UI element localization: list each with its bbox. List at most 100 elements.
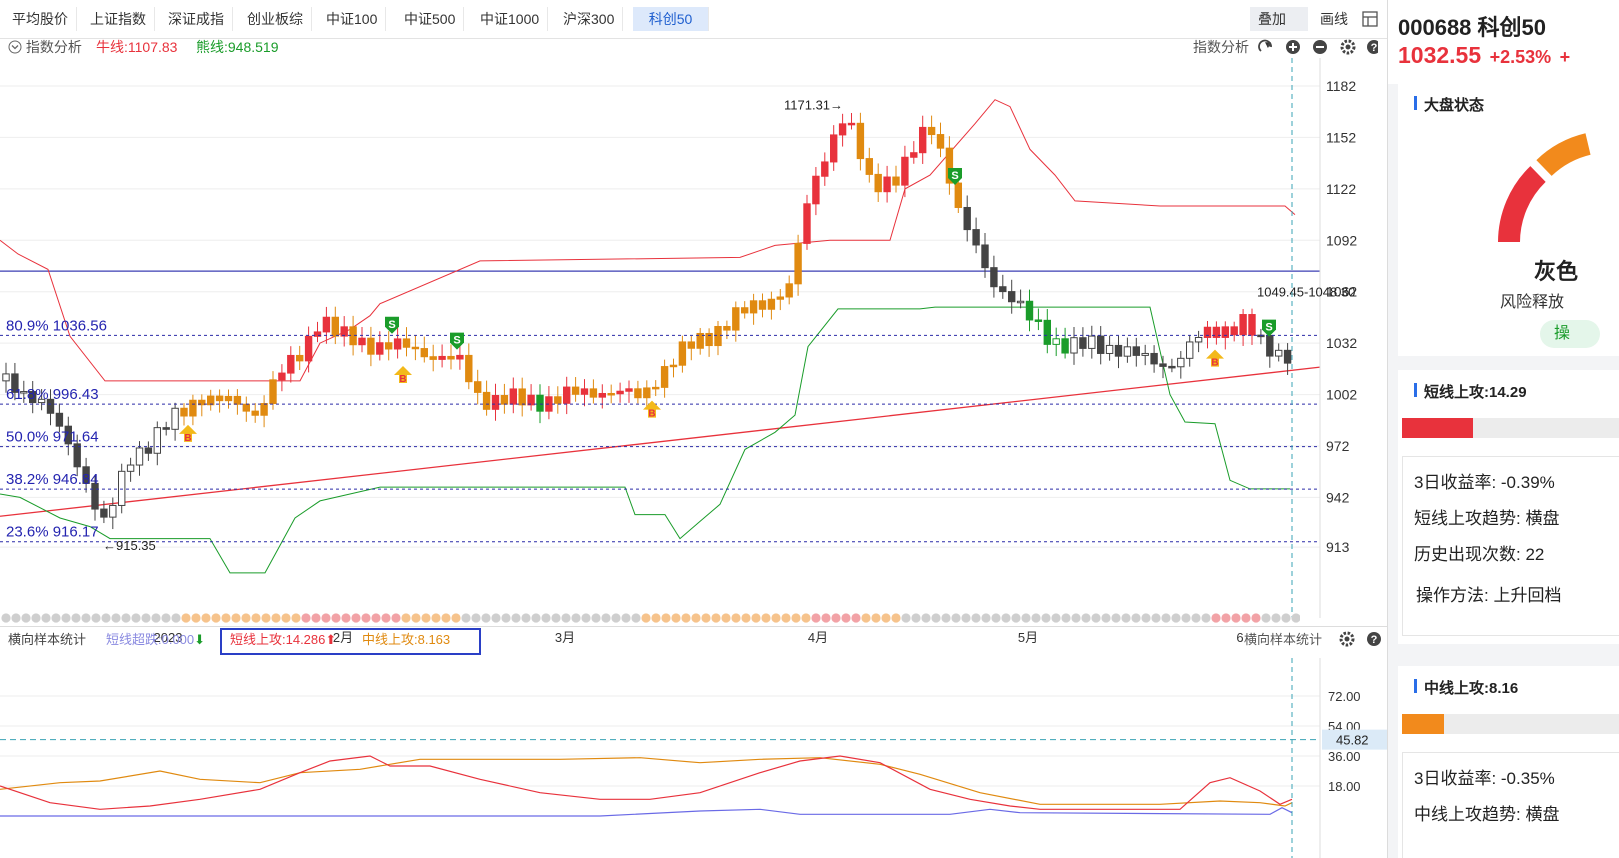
- signal-dot: [1141, 613, 1151, 623]
- short-count-row: 历史出现次数: 22: [1414, 545, 1545, 564]
- candle-body: [385, 342, 393, 350]
- candle-body: [1275, 349, 1283, 357]
- sub-help-icon[interactable]: ?: [1367, 632, 1381, 646]
- candle-body: [723, 325, 731, 331]
- candle-body: [420, 348, 429, 358]
- candle-body: [678, 341, 687, 366]
- price-tick-label: 1092: [1326, 232, 1357, 248]
- candle-body: [883, 176, 891, 193]
- candle-body: [491, 394, 500, 410]
- arrow-down-icon: ⬇: [194, 632, 206, 647]
- trend-line: [0, 366, 1321, 517]
- signal-dot: [781, 613, 791, 623]
- candle-body: [224, 395, 233, 402]
- candle-body: [856, 122, 865, 160]
- signal-dot: [251, 613, 261, 623]
- tab-chinext[interactable]: 创业板综: [239, 7, 312, 31]
- tab-star50[interactable]: 科创50: [633, 7, 709, 31]
- tab-szse-index[interactable]: 深证成指: [160, 7, 233, 31]
- signal-dot: [91, 613, 101, 623]
- short-attack-bar-fill: [1402, 418, 1473, 438]
- signal-dot: [961, 613, 971, 623]
- sub-tool-icons: ?: [1338, 630, 1384, 652]
- signal-dot: [951, 613, 961, 623]
- signal-dot: [881, 613, 891, 623]
- candle-body: [393, 338, 402, 350]
- collapse-icon: [8, 40, 22, 54]
- signal-dot: [1271, 613, 1281, 623]
- candle-body: [563, 386, 571, 404]
- candle-body: [821, 161, 829, 177]
- signal-dot: [431, 613, 441, 623]
- signal-dot: [181, 613, 191, 623]
- x-tick-label: 2月: [333, 630, 353, 643]
- candle-body: [1088, 335, 1096, 349]
- signal-dot: [81, 613, 91, 623]
- candle-body: [660, 366, 669, 388]
- signal-dot: [1221, 613, 1231, 623]
- mid-attack-value: 中线上攻:8.163: [362, 632, 451, 647]
- signal-dot: [491, 613, 501, 623]
- sub-tick-label: 18.00: [1328, 779, 1361, 794]
- sub-gear-icon[interactable]: [1339, 631, 1355, 647]
- overlay-dropdown[interactable]: 叠加 ▼: [1250, 7, 1308, 51]
- sub-indicator-name[interactable]: 横向样本统计: [8, 632, 87, 647]
- table-icon[interactable]: [1362, 7, 1378, 31]
- zoom-out-icon[interactable]: [1313, 40, 1327, 54]
- quote-line: 1032.55 +2.53% +: [1398, 42, 1570, 69]
- tab-csi300[interactable]: 沪深300: [555, 7, 624, 31]
- main-chart[interactable]: 80.9% 1036.56 61.8% 996.43 50.0% 971.64 38.…: [0, 58, 1387, 643]
- signal-dot: [421, 613, 431, 623]
- candle-body: [447, 355, 455, 360]
- signal-dot: [671, 613, 681, 623]
- refresh-icon[interactable]: [1258, 39, 1272, 52]
- signal-dot: [201, 613, 211, 623]
- tab-csi500[interactable]: 中证500: [396, 7, 465, 31]
- signal-dot: [691, 613, 701, 623]
- tab-csi100[interactable]: 中证100: [318, 7, 387, 31]
- mid-attack-bar: [1402, 714, 1619, 734]
- tab-average-price[interactable]: 平均股价: [4, 7, 77, 31]
- signal-dot: [831, 613, 841, 623]
- operation-button[interactable]: 操: [1540, 320, 1600, 348]
- signal-dot: [1011, 613, 1021, 623]
- signal-dot: [1281, 613, 1291, 623]
- security-code: 000688: [1398, 15, 1472, 40]
- zoom-in-icon[interactable]: [1286, 40, 1300, 54]
- signal-dot: [461, 613, 471, 623]
- signal-dot: [1081, 613, 1091, 623]
- signal-dot: [1041, 613, 1051, 623]
- tab-csi1000[interactable]: 中证1000: [472, 7, 549, 31]
- candle-body: [571, 386, 580, 395]
- candle-body: [732, 307, 740, 331]
- candle-body: [118, 470, 126, 506]
- gear-icon[interactable]: [1340, 39, 1356, 55]
- signal-dot: [41, 613, 51, 623]
- short-method-row: 操作方法: 上升回档: [1416, 586, 1562, 605]
- candle-body: [207, 395, 215, 406]
- tab-sse-index[interactable]: 上证指数: [82, 7, 155, 31]
- candle-body: [331, 316, 340, 337]
- candle-body: [927, 126, 936, 136]
- signal-dot: [761, 613, 771, 623]
- signal-dot: [1201, 613, 1211, 623]
- draw-line-button[interactable]: 画线: [1320, 11, 1348, 27]
- signal-dot: [141, 613, 151, 623]
- sell-signal-label: S: [951, 170, 958, 182]
- candle-body: [153, 427, 162, 454]
- help-icon[interactable]: ?: [1367, 40, 1381, 54]
- signal-dot: [1051, 613, 1061, 623]
- candle-body: [82, 466, 90, 484]
- signal-dot: [111, 613, 121, 623]
- signal-dot: [151, 613, 161, 623]
- fib-label: 80.9% 1036.56: [6, 317, 107, 334]
- signal-dot: [911, 613, 921, 623]
- header-tool-icons: ?: [1258, 38, 1381, 60]
- signal-dot: [131, 613, 141, 623]
- signal-dot: [1031, 613, 1041, 623]
- candle-body: [313, 331, 322, 337]
- mid-attack-line: [0, 757, 1293, 807]
- candle-body: [901, 156, 909, 186]
- indicator-selector[interactable]: 指数分析: [8, 38, 82, 56]
